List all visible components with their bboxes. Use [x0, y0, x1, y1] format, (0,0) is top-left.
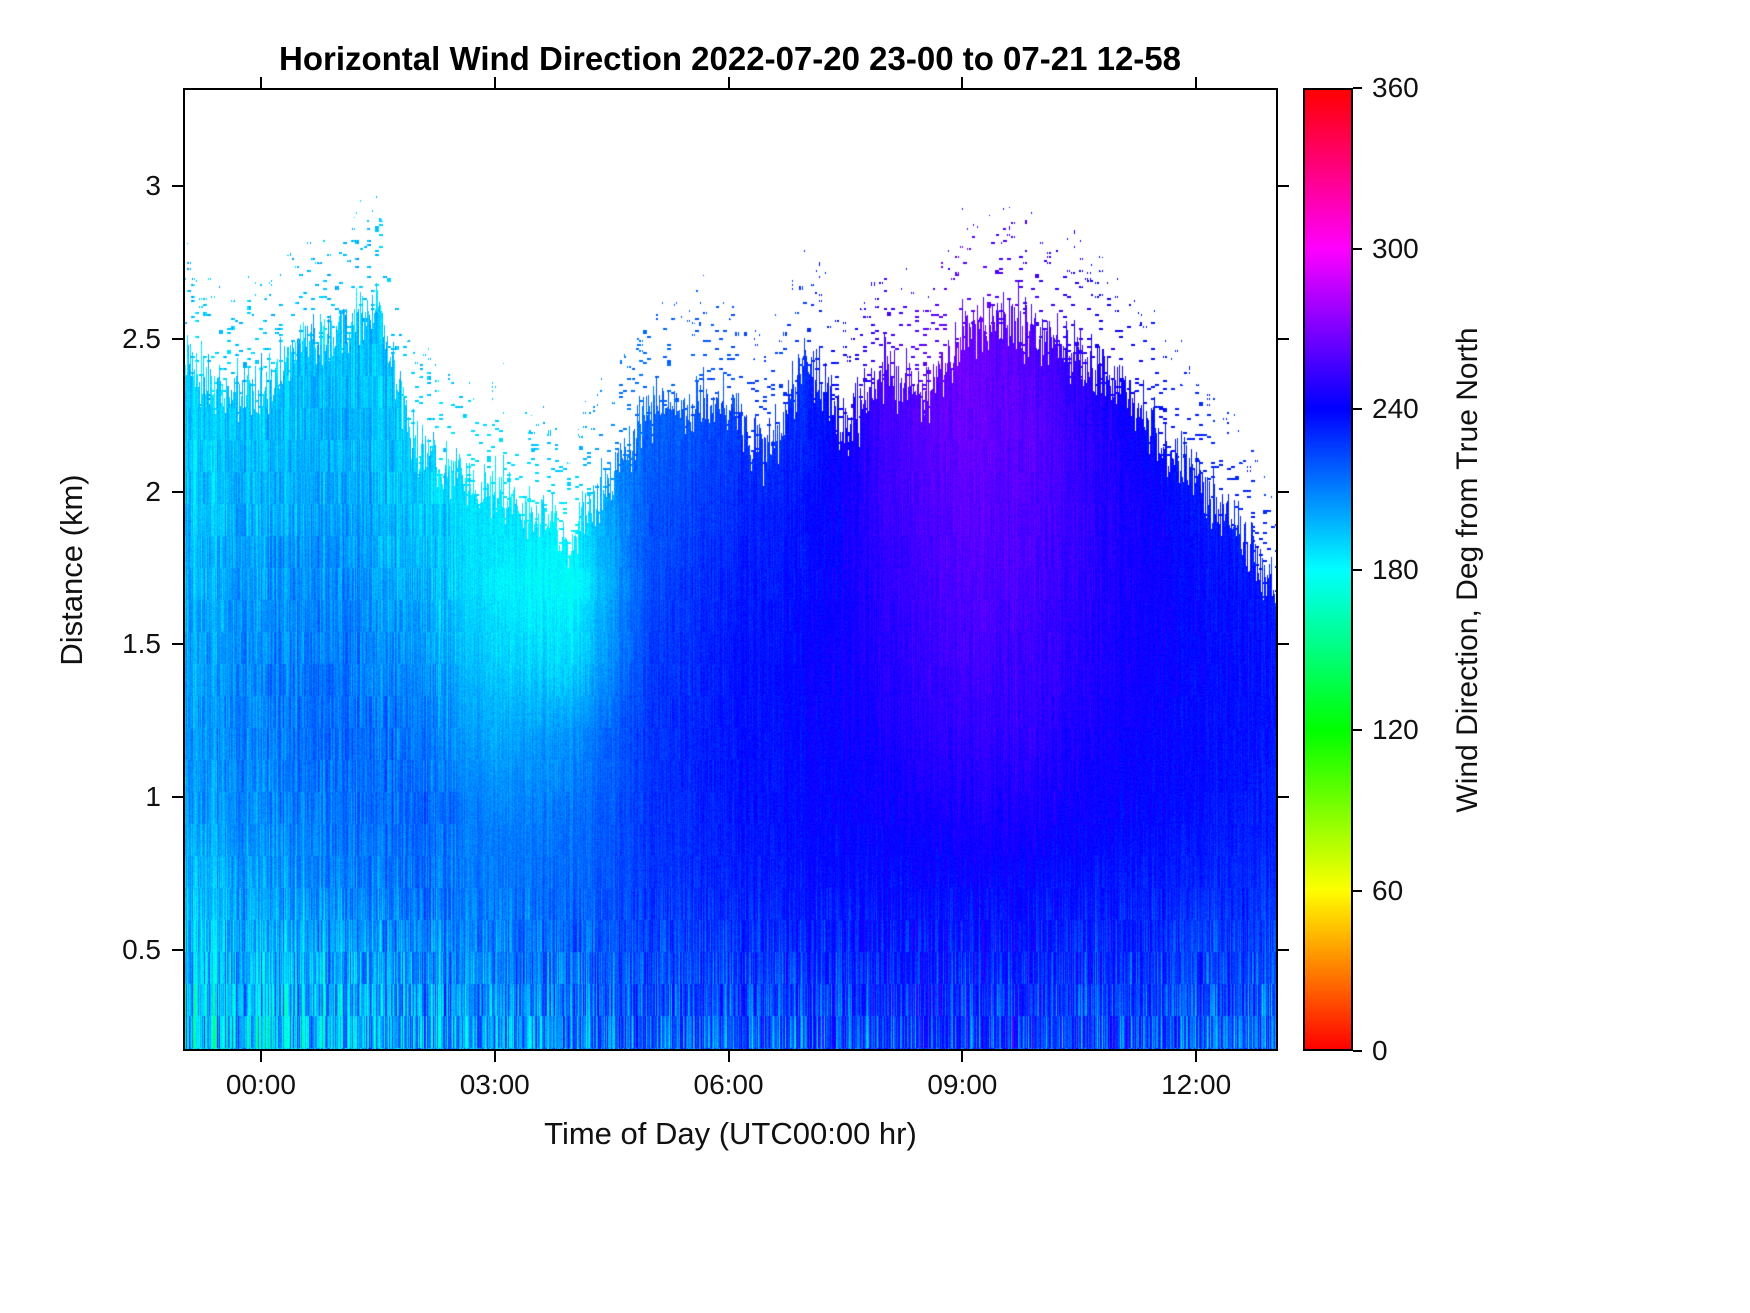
y-tick-mark — [172, 643, 183, 646]
colorbar-tick-label: 120 — [1372, 714, 1419, 745]
x-tick-mark-top — [493, 77, 496, 88]
y-tick-label: 2 — [145, 475, 161, 507]
y-tick-mark — [172, 337, 183, 340]
x-tick-mark-top — [961, 77, 964, 88]
y-tick-mark — [172, 949, 183, 952]
x-tick-mark — [259, 1051, 262, 1062]
colorbar-tick-label: 0 — [1372, 1035, 1388, 1066]
x-tick-label: 03:00 — [459, 1069, 530, 1100]
y-tick-mark — [172, 796, 183, 799]
x-tick-mark-top — [1195, 77, 1198, 88]
y-tick-mark — [172, 490, 183, 493]
y-tick-mark-right — [1278, 490, 1289, 493]
y-tick-label: 3 — [145, 169, 161, 201]
x-tick-mark-top — [727, 77, 730, 88]
colorbar-tick-label: 300 — [1372, 232, 1419, 264]
y-tick-mark — [172, 184, 183, 187]
y-tick-mark-right — [1278, 643, 1289, 646]
x-tick-label: 09:00 — [927, 1069, 998, 1100]
x-tick-mark — [727, 1051, 730, 1062]
chart-title: Horizontal Wind Direction 2022-07-20 23-… — [278, 40, 1182, 77]
colorbar-tick-mark — [1353, 247, 1362, 250]
y-tick-label: 0.5 — [122, 934, 161, 966]
colorbar-tick-label: 60 — [1372, 874, 1404, 906]
colorbar-tick-mark — [1353, 568, 1362, 571]
y-tick-mark-right — [1278, 949, 1289, 952]
y-tick-mark-right — [1278, 796, 1289, 799]
colorbar-tick-mark — [1353, 729, 1362, 731]
heatmap-canvas — [183, 88, 1278, 1051]
x-tick-label: 00:00 — [225, 1069, 296, 1100]
y-tick-mark-right — [1278, 337, 1289, 340]
colorbar-tick-mark — [1353, 889, 1362, 892]
x-tick-label: 12:00 — [1161, 1069, 1232, 1100]
colorbar-tick-label: 180 — [1372, 553, 1419, 585]
x-tick-label: 06:00 — [693, 1069, 764, 1100]
y-tick-mark-right — [1278, 184, 1289, 187]
y-tick-label: 1.5 — [122, 628, 161, 660]
colorbar-tick-label: 240 — [1372, 393, 1419, 424]
colorbar-canvas — [1303, 88, 1353, 1051]
x-tick-mark — [493, 1051, 496, 1062]
colorbar-tick-label: 360 — [1372, 72, 1419, 103]
colorbar-tick-mark — [1353, 1050, 1362, 1052]
x-axis-label: Time of Day (UTC00:00 hr) — [544, 1116, 917, 1151]
colorbar-tick-mark — [1353, 408, 1362, 410]
y-tick-label: 2.5 — [122, 322, 161, 354]
colorbar-tick-mark — [1353, 87, 1362, 89]
x-tick-mark-top — [259, 77, 262, 88]
x-tick-mark — [961, 1051, 964, 1062]
x-tick-mark — [1195, 1051, 1198, 1062]
y-tick-label: 1 — [145, 781, 161, 813]
